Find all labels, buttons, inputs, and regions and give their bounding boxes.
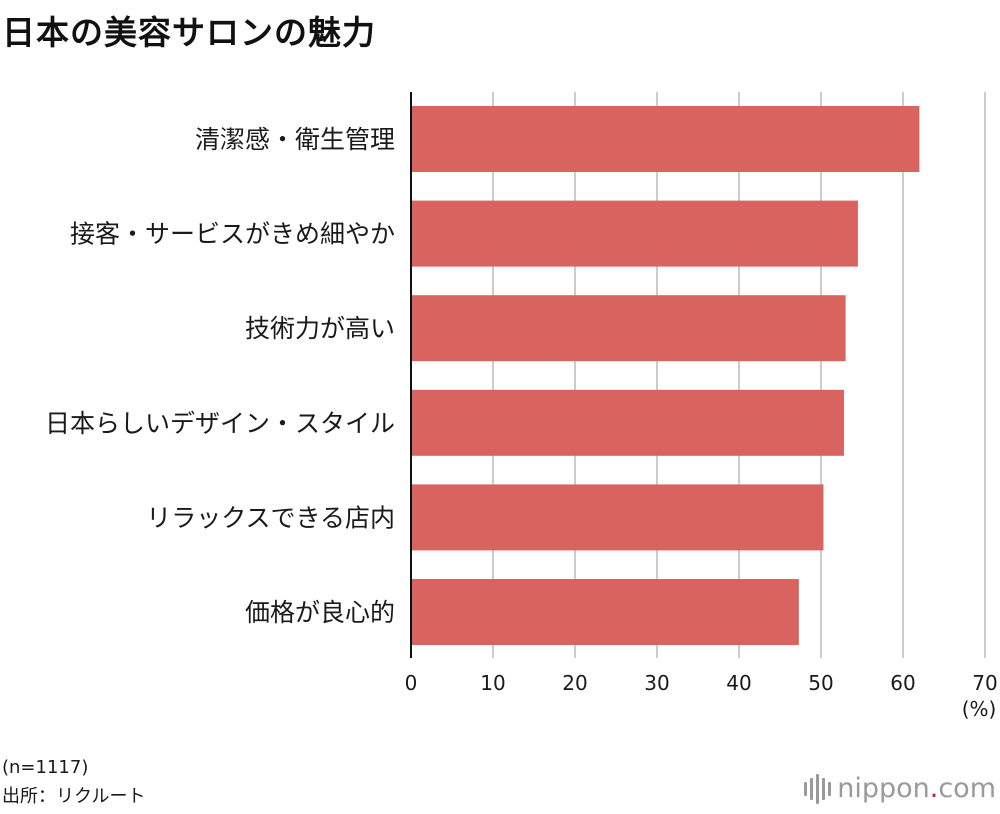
- category-label-5: 価格が良心的: [245, 598, 395, 627]
- x-tick-label-30: 30: [644, 671, 669, 695]
- source-note: 出所：リクルート: [2, 786, 146, 807]
- bar-5: [411, 579, 799, 645]
- x-tick-label-0: 0: [405, 671, 418, 695]
- logo-dot: .: [929, 773, 939, 804]
- nippon-logo: nippon.com: [804, 773, 996, 804]
- logo-text: nippon.com: [837, 773, 996, 804]
- category-label-1: 接客・サービスがきめ細やか: [70, 220, 395, 249]
- x-tick-label-60: 60: [890, 671, 915, 695]
- bar-2: [411, 295, 846, 362]
- bar-0: [411, 106, 920, 172]
- x-tick-label-40: 40: [726, 671, 751, 695]
- bar-3: [411, 389, 844, 456]
- x-axis-unit-label: (%): [962, 697, 997, 721]
- bar-chart: 0 10 20 30 40 50 60 70(%) 清潔感・衛生管理接客・サービスがきめ細やか技…: [45, 92, 998, 721]
- logo-bars-icon: [804, 773, 832, 804]
- bar-1: [411, 200, 858, 267]
- category-label-2: 技術力が高い: [245, 314, 395, 343]
- logo-name: nippon: [837, 773, 930, 804]
- chart-title: 日本の美容サロンの魅力: [2, 13, 376, 52]
- x-tick-label-10: 10: [480, 671, 505, 695]
- sample-size-note: (n=1117): [2, 757, 89, 778]
- x-tick-label-20: 20: [562, 671, 587, 695]
- category-label-0: 清潔感・衛生管理: [195, 125, 395, 154]
- x-tick-label-70: 70: [972, 671, 997, 695]
- bar-4: [411, 484, 824, 551]
- category-label-3: 日本らしいデザイン・スタイル: [45, 409, 395, 438]
- logo-suffix: com: [938, 773, 996, 804]
- x-tick-label-50: 50: [808, 671, 833, 695]
- category-label-4: リラックスできる店内: [146, 503, 395, 532]
